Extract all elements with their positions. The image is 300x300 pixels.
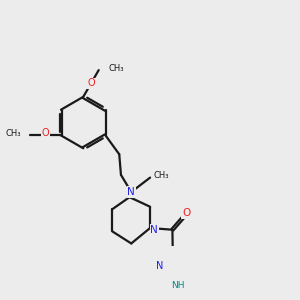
Text: N: N: [128, 187, 135, 197]
Text: CH₃: CH₃: [5, 129, 20, 138]
Text: CH₃: CH₃: [154, 171, 169, 180]
Text: O: O: [42, 128, 50, 138]
Text: NH: NH: [171, 281, 184, 290]
Text: CH₃: CH₃: [108, 64, 124, 73]
Text: O: O: [182, 208, 190, 218]
Text: N: N: [156, 261, 164, 271]
Text: N: N: [150, 225, 158, 235]
Text: O: O: [87, 79, 95, 88]
